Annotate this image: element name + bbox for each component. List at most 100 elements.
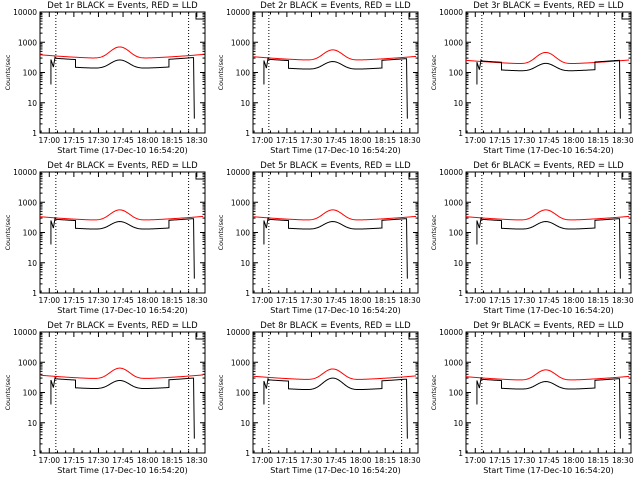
y-tick-label: 1000 — [231, 198, 250, 207]
y-tick-label: 1 — [32, 129, 37, 138]
y-tick-label: 1 — [245, 449, 250, 458]
plot-frame — [39, 331, 206, 454]
y-axis-label: Counts/sec — [217, 374, 225, 410]
plot-frame — [252, 11, 419, 134]
corner-marker — [195, 13, 204, 20]
y-tick-label: 10000 — [13, 168, 37, 177]
x-tick-label: 17:15 — [489, 136, 511, 145]
x-tick-label: 18:00 — [137, 456, 159, 465]
panel-title: Det 6r BLACK = Events, RED = LLD — [473, 161, 624, 171]
y-axis-label: Counts/sec — [430, 374, 438, 410]
x-tick-label: 17:30 — [88, 136, 110, 145]
plot-frame — [465, 11, 632, 134]
x-tick-label: 18:15 — [374, 296, 396, 305]
corner-marker — [195, 173, 204, 180]
lld-series-line — [465, 369, 630, 381]
panel-title: Det 1r BLACK = Events, RED = LLD — [47, 1, 198, 11]
panel-title: Det 3r BLACK = Events, RED = LLD — [473, 1, 624, 11]
y-tick-label: 10 — [453, 99, 463, 108]
corner-marker — [195, 333, 204, 340]
x-tick-label: 18:00 — [350, 456, 372, 465]
detector-panel-5: Det 5r BLACK = Events, RED = LLD 1 10 100 10… — [217, 161, 421, 315]
lld-series-line — [252, 368, 417, 380]
corner-marker — [621, 173, 630, 180]
x-tick-label: 18:30 — [612, 296, 634, 305]
x-tick-label: 18:15 — [161, 136, 183, 145]
x-tick-label: 18:30 — [399, 456, 421, 465]
lld-series-line — [39, 46, 204, 59]
events-series-line — [476, 217, 621, 279]
detector-panel-1: Det 1r BLACK = Events, RED = LLD 1 10 100 10… — [4, 1, 208, 155]
detector-panel-2: Det 2r BLACK = Events, RED = LLD 1 10 100 10… — [217, 1, 421, 155]
x-tick-label: 17:45 — [538, 136, 560, 145]
x-tick-label: 18:15 — [374, 136, 396, 145]
y-tick-label: 10 — [453, 259, 463, 268]
x-tick-label: 17:30 — [514, 296, 536, 305]
y-tick-label: 10000 — [439, 328, 463, 337]
y-tick-label: 10000 — [13, 8, 37, 17]
corner-marker — [408, 13, 417, 20]
x-tick-label: 17:15 — [276, 136, 298, 145]
plot-frame — [39, 171, 206, 294]
y-tick-label: 10000 — [439, 168, 463, 177]
y-tick-label: 1 — [32, 289, 37, 298]
x-tick-label: 17:00 — [464, 456, 486, 465]
panel-title: Det 8r BLACK = Events, RED = LLD — [260, 321, 411, 331]
y-tick-label: 1000 — [18, 38, 37, 47]
x-tick-label: 17:00 — [464, 136, 486, 145]
x-tick-label: 18:30 — [612, 136, 634, 145]
x-tick-label: 18:15 — [587, 456, 609, 465]
x-tick-label: 18:15 — [161, 456, 183, 465]
x-tick-label: 18:30 — [399, 296, 421, 305]
y-tick-label: 1000 — [231, 38, 250, 47]
y-tick-label: 10 — [240, 99, 250, 108]
corner-marker — [621, 333, 630, 340]
y-tick-label: 10 — [27, 259, 37, 268]
x-tick-label: 17:30 — [514, 136, 536, 145]
x-tick-label: 17:00 — [38, 296, 60, 305]
x-tick-label: 18:15 — [374, 456, 396, 465]
y-tick-label: 100 — [236, 229, 251, 238]
x-tick-label: 18:30 — [399, 136, 421, 145]
y-axis-label: Counts/sec — [217, 54, 225, 90]
x-tick-label: 17:30 — [301, 456, 323, 465]
y-tick-label: 1 — [458, 289, 463, 298]
x-axis-label: Start Time (17-Dec-10 16:54:20) — [57, 306, 188, 315]
lld-series-line — [252, 209, 417, 221]
events-series-line — [50, 376, 195, 439]
x-tick-label: 18:00 — [137, 136, 159, 145]
events-series-line — [263, 217, 408, 279]
events-series-line — [263, 57, 408, 119]
x-tick-label: 18:15 — [161, 296, 183, 305]
x-tick-label: 17:45 — [112, 456, 134, 465]
x-tick-label: 17:45 — [112, 136, 134, 145]
x-tick-label: 18:00 — [350, 136, 372, 145]
events-series-line — [476, 58, 621, 119]
x-tick-label: 17:15 — [63, 136, 85, 145]
y-tick-label: 10 — [27, 99, 37, 108]
x-tick-label: 17:00 — [251, 136, 273, 145]
y-tick-label: 100 — [236, 389, 251, 398]
x-axis-label: Start Time (17-Dec-10 16:54:20) — [483, 466, 614, 475]
x-tick-label: 17:00 — [251, 296, 273, 305]
corner-marker — [408, 333, 417, 340]
x-tick-label: 18:15 — [587, 136, 609, 145]
x-axis-label: Start Time (17-Dec-10 16:54:20) — [57, 466, 188, 475]
x-tick-label: 17:30 — [301, 296, 323, 305]
y-tick-label: 10000 — [439, 8, 463, 17]
y-tick-label: 1000 — [18, 358, 37, 367]
y-tick-label: 10 — [240, 419, 250, 428]
x-tick-label: 17:45 — [325, 296, 347, 305]
panel-title: Det 9r BLACK = Events, RED = LLD — [473, 321, 624, 331]
y-tick-label: 100 — [23, 69, 38, 78]
y-tick-label: 10 — [453, 419, 463, 428]
y-tick-label: 10000 — [13, 328, 37, 337]
detector-panel-8: Det 8r BLACK = Events, RED = LLD 1 10 100 10… — [217, 321, 421, 475]
x-tick-label: 18:15 — [587, 296, 609, 305]
y-tick-label: 1 — [32, 449, 37, 458]
y-axis-label: Counts/sec — [4, 374, 12, 410]
y-tick-label: 10 — [27, 419, 37, 428]
detector-panel-3: Det 3r BLACK = Events, RED = LLD 1 10 100 10… — [430, 1, 634, 155]
x-axis-label: Start Time (17-Dec-10 16:54:20) — [270, 146, 401, 155]
x-tick-label: 17:15 — [489, 456, 511, 465]
